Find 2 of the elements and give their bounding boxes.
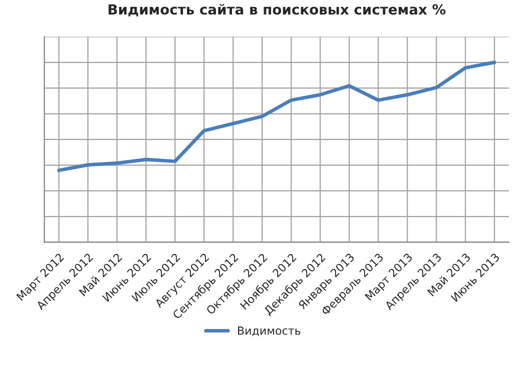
legend-label: Видимость [238,326,300,336]
chart-title: Видимость сайта в поисковых системах % [108,4,446,16]
